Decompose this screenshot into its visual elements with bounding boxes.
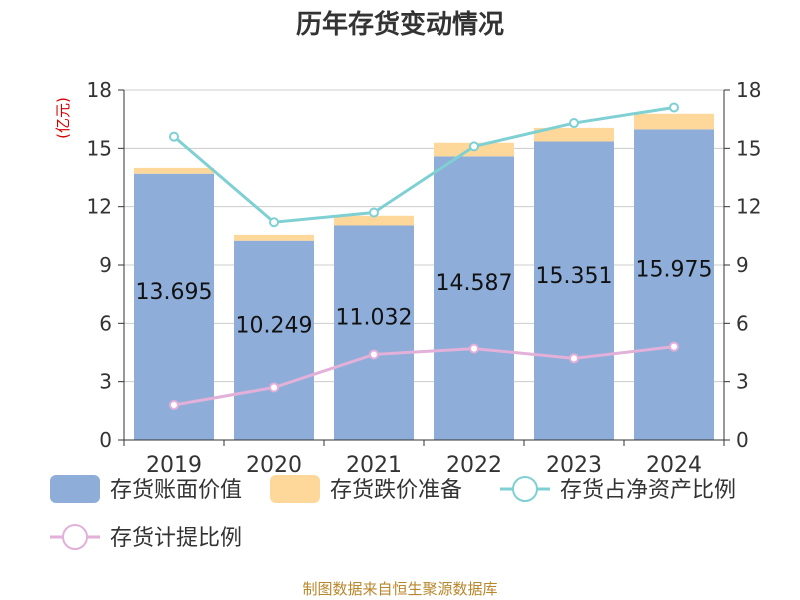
line-point xyxy=(669,341,679,352)
left-axis-tick-label: 3 xyxy=(99,370,112,394)
bar-book-value xyxy=(134,173,214,441)
bar-book-value xyxy=(534,141,614,440)
line-point xyxy=(669,102,679,113)
line-point xyxy=(369,207,379,218)
right-axis-tick-label: 9 xyxy=(736,253,749,277)
bar-value-label: 11.032 xyxy=(336,306,413,331)
bar-value-label: 13.695 xyxy=(136,280,213,305)
line-ratio-to-net-assets xyxy=(173,106,675,224)
bar-book-value xyxy=(334,225,414,440)
legend-swatch-provision xyxy=(270,475,320,503)
line-point xyxy=(269,382,279,393)
bars xyxy=(134,113,714,441)
axes: 0 3 6 9 12 15 18 0 3 6 9 12 15 18 2019 2020 2021 2022 2023… xyxy=(87,78,762,478)
x-axis-tick-label: 2019 xyxy=(146,453,202,478)
line-point xyxy=(169,400,179,410)
bar-value-label: 14.587 xyxy=(436,271,513,296)
chart-title: 历年存货变动情况 xyxy=(296,9,504,40)
left-axis-tick-label: 15 xyxy=(87,136,112,160)
bar-provision xyxy=(234,234,314,241)
line-provision-ratio xyxy=(173,345,675,407)
bar-book-value xyxy=(234,240,314,440)
left-axis-tick-label: 18 xyxy=(87,78,112,102)
right-axis-tick-label: 12 xyxy=(736,195,761,219)
bar-provision xyxy=(634,113,714,130)
left-axis-tick-label: 9 xyxy=(99,253,112,277)
line-point xyxy=(469,141,479,152)
legend-marker xyxy=(62,524,88,550)
bar-provision xyxy=(334,215,414,226)
source-note: 制图数据来自恒生聚源数据库 xyxy=(302,580,497,598)
right-axis-tick-label: 0 xyxy=(736,428,749,452)
right-axis-tick-label: 3 xyxy=(736,370,749,394)
legend-label: 存货账面价值 xyxy=(110,478,242,503)
line-point xyxy=(469,343,479,354)
line-point xyxy=(569,118,579,129)
line-point xyxy=(269,217,279,228)
left-axis-tick-label: 0 xyxy=(99,428,112,452)
bar-book-value xyxy=(434,156,514,440)
bar-provision xyxy=(134,167,214,174)
right-axis-tick-label: 18 xyxy=(736,78,761,102)
legend-item: 存货账面价值 xyxy=(50,475,242,503)
left-axis-tick-label: 6 xyxy=(99,311,112,335)
legend-label: 存货计提比例 xyxy=(110,526,242,551)
x-axis-tick-label: 2021 xyxy=(346,453,402,478)
line-point xyxy=(169,131,179,142)
bar-value-label: 15.351 xyxy=(536,264,613,289)
x-axis-tick-label: 2023 xyxy=(546,453,602,478)
legend-item: 存货占净资产比例 xyxy=(500,476,736,503)
left-axis-unit-label: (亿元) xyxy=(54,97,72,139)
bar-provision xyxy=(534,127,614,142)
line-point xyxy=(369,349,379,360)
bar-book-value xyxy=(634,129,714,440)
legend-label: 存货占净资产比例 xyxy=(560,478,736,503)
right-axis-tick-label: 15 xyxy=(736,136,761,160)
legend-item: 存货跌价准备 xyxy=(270,475,462,503)
x-axis-tick-label: 2022 xyxy=(446,453,502,478)
line-point xyxy=(569,353,579,364)
lines xyxy=(169,102,679,410)
x-axis-tick-label: 2020 xyxy=(246,453,302,478)
legend-label: 存货跌价准备 xyxy=(330,478,462,503)
left-axis-tick-label: 12 xyxy=(87,195,112,219)
right-axis-tick-label: 6 xyxy=(736,311,749,335)
gridlines xyxy=(124,89,724,383)
legend-marker xyxy=(512,476,538,502)
data-labels: 13.695 10.249 11.032 14.587 15.351 15.975 xyxy=(136,258,713,339)
bar-value-label: 10.249 xyxy=(236,313,313,338)
x-axis-tick-label: 2024 xyxy=(646,453,702,478)
bar-value-label: 15.975 xyxy=(636,258,713,283)
legend-swatch-book-value xyxy=(50,475,100,503)
legend-item: 存货计提比例 xyxy=(50,524,242,551)
